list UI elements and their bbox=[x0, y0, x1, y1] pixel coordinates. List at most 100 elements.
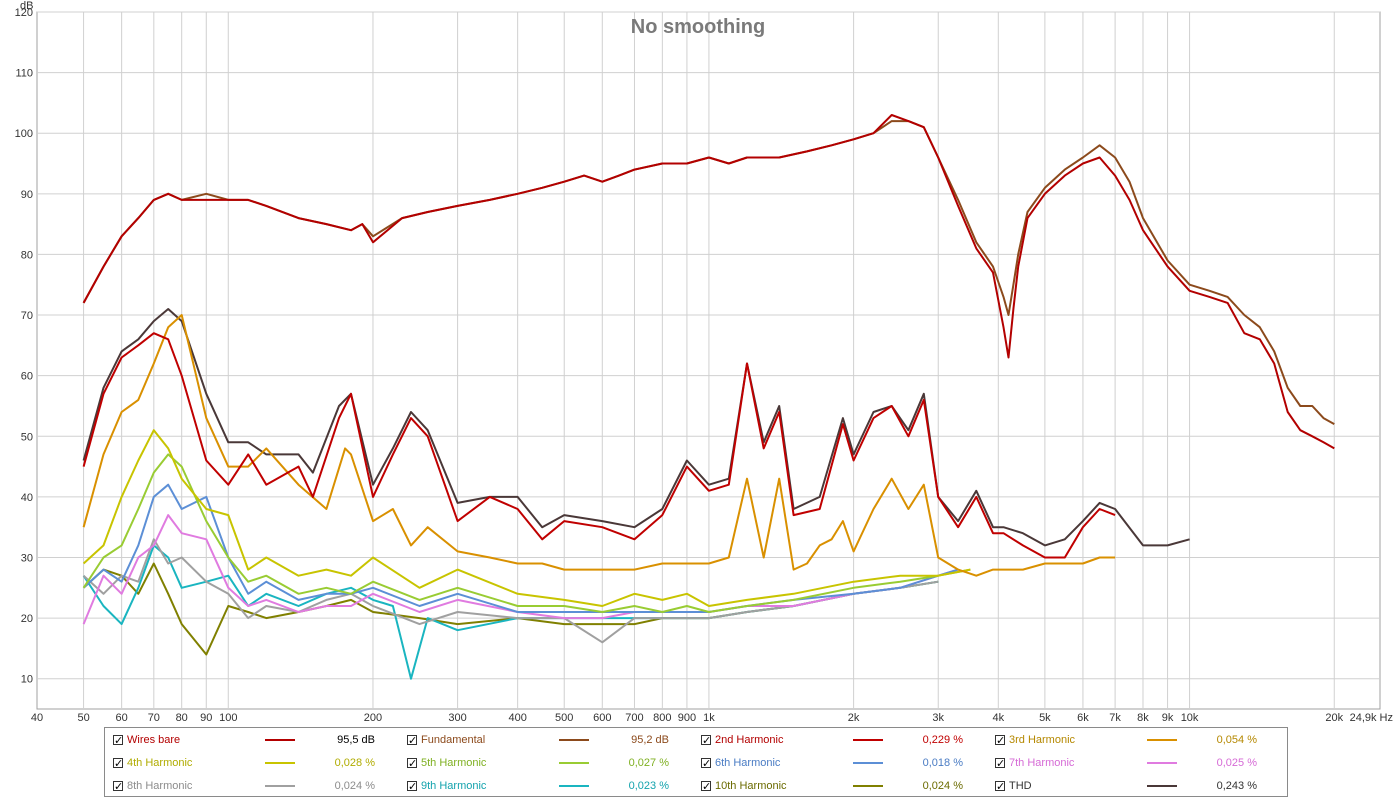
x-tick-label: 9k bbox=[1162, 712, 1174, 724]
checkbox-thd[interactable] bbox=[995, 777, 1005, 797]
y-tick-label: 70 bbox=[21, 310, 33, 322]
legend-value: 0,023 % bbox=[628, 780, 669, 792]
series-line-4th-harmonic bbox=[82, 429, 971, 607]
y-tick-label: 90 bbox=[21, 189, 33, 201]
legend-value: 0,028 % bbox=[334, 757, 375, 769]
checkbox-9th-harmonic[interactable] bbox=[407, 777, 417, 797]
checkbox-10th-harmonic[interactable] bbox=[701, 777, 711, 797]
legend-item-8th-harmonic[interactable]: 8th Harmonic 0,024 % bbox=[113, 776, 393, 797]
legend-item-7th-harmonic[interactable]: 7th Harmonic 0,025 % bbox=[995, 753, 1275, 774]
legend-item-5th-harmonic[interactable]: 5th Harmonic 0,027 % bbox=[407, 753, 687, 774]
legend-item-thd[interactable]: THD 0,243 % bbox=[995, 776, 1275, 797]
x-tick-label: 4k bbox=[992, 712, 1004, 724]
legend-label: THD bbox=[1009, 780, 1032, 792]
x-tick-label: 100 bbox=[219, 712, 237, 724]
checkbox-3rd-harmonic[interactable] bbox=[995, 731, 1005, 751]
checkbox-4th-harmonic[interactable] bbox=[113, 754, 123, 774]
legend-item-3rd-harmonic[interactable]: 3rd Harmonic 0,054 % bbox=[995, 730, 1275, 751]
x-tick-label: 300 bbox=[448, 712, 466, 724]
y-tick-label: 10 bbox=[21, 674, 33, 686]
x-tick-label: 60 bbox=[116, 712, 128, 724]
series-line-3rd-harmonic bbox=[82, 314, 1116, 577]
y-tick-label: 60 bbox=[21, 371, 33, 383]
x-tick-label: 70 bbox=[148, 712, 160, 724]
x-tick-label: 500 bbox=[555, 712, 573, 724]
legend-label: 9th Harmonic bbox=[421, 780, 487, 792]
legend-value: 0,229 % bbox=[922, 734, 963, 746]
x-tick-label: 80 bbox=[176, 712, 188, 724]
grid bbox=[37, 11, 1380, 709]
checkbox-2nd-harmonic[interactable] bbox=[701, 731, 711, 751]
x-tick-label: 90 bbox=[200, 712, 212, 724]
legend-swatch bbox=[1147, 785, 1177, 787]
y-tick-label: 30 bbox=[21, 552, 33, 564]
y-tick-label: 40 bbox=[21, 492, 33, 504]
y-tick-label: 50 bbox=[21, 431, 33, 443]
x-tick-label: 40 bbox=[31, 712, 43, 724]
x-tick-label: 2k bbox=[848, 712, 860, 724]
series-line-8th-harmonic bbox=[82, 538, 939, 644]
legend-item-6th-harmonic[interactable]: 6th Harmonic 0,018 % bbox=[701, 753, 981, 774]
checkbox-wires-bare[interactable] bbox=[113, 731, 123, 751]
x-tick-label: 8k bbox=[1137, 712, 1149, 724]
x-tick-label: 10k bbox=[1181, 712, 1199, 724]
legend-label: Fundamental bbox=[421, 734, 486, 746]
legend-item-4th-harmonic[interactable]: 4th Harmonic 0,028 % bbox=[113, 753, 393, 774]
legend-value: 0,054 % bbox=[1216, 734, 1257, 746]
legend-swatch bbox=[559, 739, 589, 741]
legend-item-2nd-harmonic[interactable]: 2nd Harmonic 0,229 % bbox=[701, 730, 981, 751]
x-tick-label: 6k bbox=[1077, 712, 1089, 724]
x-tick-label: 24,9k Hz bbox=[1350, 712, 1393, 724]
legend: Wires bare 95,5 dB Fundamental 95,2 dB 2… bbox=[104, 727, 1288, 797]
legend-swatch bbox=[559, 785, 589, 787]
curves bbox=[82, 114, 1335, 680]
checkbox-7th-harmonic[interactable] bbox=[995, 754, 1005, 774]
legend-item-10th-harmonic[interactable]: 10th Harmonic 0,024 % bbox=[701, 776, 981, 797]
checkbox-6th-harmonic[interactable] bbox=[701, 754, 711, 774]
checkbox-5th-harmonic[interactable] bbox=[407, 754, 417, 774]
legend-value: 0,025 % bbox=[1216, 757, 1257, 769]
x-tick-label: 7k bbox=[1109, 712, 1121, 724]
legend-swatch bbox=[559, 762, 589, 764]
x-tick-label: 400 bbox=[508, 712, 526, 724]
series-line-wires-bare bbox=[82, 114, 1335, 450]
legend-value: 0,027 % bbox=[628, 757, 669, 769]
x-tick-label: 200 bbox=[364, 712, 382, 724]
legend-swatch bbox=[265, 739, 295, 741]
series-line-7th-harmonic bbox=[82, 514, 959, 625]
legend-swatch bbox=[853, 762, 883, 764]
legend-value: 0,018 % bbox=[922, 757, 963, 769]
legend-item-9th-harmonic[interactable]: 9th Harmonic 0,023 % bbox=[407, 776, 687, 797]
x-tick-label: 20k bbox=[1325, 712, 1343, 724]
y-tick-label: 100 bbox=[15, 128, 33, 140]
x-axis-ticks: 40 50 60 70 80 90 100 200 300 400 500 600 700 800 900 1… bbox=[31, 712, 1393, 724]
checkbox-fundamental[interactable] bbox=[407, 731, 417, 751]
legend-swatch bbox=[265, 762, 295, 764]
legend-swatch bbox=[1147, 739, 1177, 741]
chart-title: No smoothing bbox=[631, 16, 765, 38]
y-tick-label: 20 bbox=[21, 613, 33, 625]
legend-label: 5th Harmonic bbox=[421, 757, 487, 769]
legend-label: 3rd Harmonic bbox=[1009, 734, 1076, 746]
series-line-2nd-harmonic bbox=[82, 332, 1116, 559]
y-tick-label: 80 bbox=[21, 249, 33, 261]
legend-swatch bbox=[265, 785, 295, 787]
legend-label: 4th Harmonic bbox=[127, 757, 193, 769]
legend-swatch bbox=[1147, 762, 1177, 764]
x-tick-label: 800 bbox=[653, 712, 671, 724]
x-tick-label: 1k bbox=[703, 712, 715, 724]
legend-item-wires-bare[interactable]: Wires bare 95,5 dB bbox=[113, 730, 393, 751]
legend-value: 0,243 % bbox=[1216, 780, 1257, 792]
legend-value: 95,2 dB bbox=[631, 734, 669, 746]
legend-label: 7th Harmonic bbox=[1009, 757, 1075, 769]
checkbox-8th-harmonic[interactable] bbox=[113, 777, 123, 797]
legend-label: Wires bare bbox=[127, 734, 181, 746]
x-tick-label: 50 bbox=[77, 712, 89, 724]
legend-value: 0,024 % bbox=[334, 780, 375, 792]
legend-item-fundamental[interactable]: Fundamental 95,2 dB bbox=[407, 730, 687, 751]
legend-swatch bbox=[853, 739, 883, 741]
y-axis-label: dB bbox=[20, 0, 33, 12]
x-tick-label: 700 bbox=[625, 712, 643, 724]
y-axis-ticks: 10 20 30 40 50 60 70 80 90 100 110 120 bbox=[15, 7, 33, 686]
series-line-5th-harmonic bbox=[82, 453, 971, 613]
